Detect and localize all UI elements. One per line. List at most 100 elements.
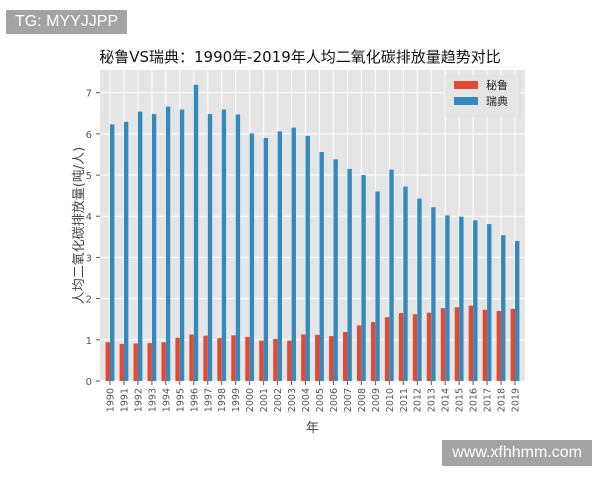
legend-label-peru: 秘鲁 xyxy=(486,78,508,92)
bar-peru-1995 xyxy=(175,337,180,381)
bar-peru-2015 xyxy=(454,307,460,381)
bar-sweden-2001 xyxy=(263,137,269,381)
bar-sweden-2004 xyxy=(305,135,310,381)
y-tick-label: 2 xyxy=(86,295,92,306)
bar-sweden-2003 xyxy=(291,127,296,381)
x-tick-label: 2006 xyxy=(329,388,340,412)
bar-peru-2003 xyxy=(287,340,292,381)
bar-sweden-2008 xyxy=(361,175,366,381)
bar-sweden-2012 xyxy=(417,198,422,381)
bar-peru-1993 xyxy=(147,343,152,381)
x-tick-label: 1998 xyxy=(217,388,228,412)
x-tick-label: 2013 xyxy=(427,388,438,412)
x-tick-label: 2014 xyxy=(441,388,452,412)
bar-peru-1998 xyxy=(217,338,222,381)
bar-peru-2012 xyxy=(412,314,418,381)
bar-peru-2007 xyxy=(343,331,348,381)
bar-sweden-1996 xyxy=(193,84,199,382)
y-tick-label: 0 xyxy=(86,377,92,388)
bar-sweden-2011 xyxy=(403,186,408,381)
plot-area xyxy=(100,70,525,381)
x-tick-label: 2017 xyxy=(483,388,494,412)
bar-peru-2019 xyxy=(510,308,515,381)
x-tick-label: 1996 xyxy=(189,388,200,412)
bar-sweden-1992 xyxy=(137,111,143,381)
bar-peru-2006 xyxy=(329,336,334,381)
x-tick-label: 1990 xyxy=(106,388,117,412)
x-tick-label: 2001 xyxy=(259,388,270,412)
bar-peru-2000 xyxy=(245,336,250,381)
bar-peru-2001 xyxy=(259,340,264,381)
x-tick-label: 2002 xyxy=(273,388,284,412)
bar-peru-2002 xyxy=(273,338,278,381)
x-tick-label: 1995 xyxy=(175,388,186,412)
bar-sweden-2000 xyxy=(249,133,255,381)
bar-peru-2010 xyxy=(384,317,390,381)
bar-peru-1991 xyxy=(119,343,124,381)
bar-sweden-2014 xyxy=(445,215,450,381)
x-tick-label: 1994 xyxy=(161,388,172,412)
bar-peru-2017 xyxy=(482,309,488,381)
bar-sweden-2017 xyxy=(487,224,492,381)
bar-sweden-2015 xyxy=(459,216,464,381)
bar-peru-2009 xyxy=(370,322,376,381)
bar-peru-1994 xyxy=(161,342,166,381)
bar-sweden-2016 xyxy=(473,220,478,381)
y-tick-label: 1 xyxy=(86,336,92,347)
bar-peru-1990 xyxy=(105,342,110,381)
x-tick-label: 2009 xyxy=(371,388,382,412)
bar-sweden-1997 xyxy=(207,114,213,381)
bar-sweden-2019 xyxy=(515,240,520,381)
bar-sweden-2002 xyxy=(277,131,282,381)
bar-sweden-1991 xyxy=(123,121,129,382)
x-tick-label: 2011 xyxy=(399,388,410,412)
y-tick-label: 6 xyxy=(86,130,92,141)
bar-peru-2005 xyxy=(315,334,320,381)
x-tick-label: 2008 xyxy=(357,388,368,412)
x-tick-label: 1991 xyxy=(119,388,130,412)
bar-sweden-2009 xyxy=(375,191,380,381)
bar-peru-2018 xyxy=(496,310,502,381)
bar-peru-2011 xyxy=(398,313,404,381)
bar-peru-1992 xyxy=(133,343,138,381)
watermark-top-left: TG: MYYJJPP xyxy=(6,10,128,34)
y-tick-label: 7 xyxy=(86,89,92,100)
bar-peru-2016 xyxy=(468,305,474,381)
bar-sweden-1994 xyxy=(165,106,171,382)
x-axis-label: 年 xyxy=(306,421,319,436)
x-tick-label: 1993 xyxy=(147,388,158,412)
bar-sweden-2005 xyxy=(319,151,324,381)
legend-swatch-sweden xyxy=(454,97,478,105)
bar-sweden-2006 xyxy=(333,159,338,381)
x-tick-label: 2004 xyxy=(301,388,312,412)
x-tick-label: 2019 xyxy=(511,388,522,412)
bar-sweden-1998 xyxy=(221,109,227,381)
x-tick-label: 2016 xyxy=(469,388,480,412)
bar-peru-1997 xyxy=(203,335,208,381)
x-tick-label: 1992 xyxy=(133,388,144,412)
bar-sweden-2018 xyxy=(501,235,506,381)
legend-swatch-peru xyxy=(454,81,478,89)
bar-peru-2013 xyxy=(426,312,432,381)
y-tick-label: 4 xyxy=(86,212,92,223)
bar-sweden-2007 xyxy=(347,168,352,381)
bar-peru-1996 xyxy=(189,334,194,381)
x-tick-label: 2000 xyxy=(245,388,256,412)
legend-label-sweden: 瑞典 xyxy=(486,94,508,108)
bar-sweden-2010 xyxy=(389,169,394,381)
bar-sweden-2013 xyxy=(431,207,436,381)
x-tick-label: 2012 xyxy=(413,388,424,412)
bar-sweden-1999 xyxy=(235,114,241,381)
watermark-bottom-right: www.xfhhmm.com xyxy=(442,440,592,466)
bar-sweden-1990 xyxy=(110,124,115,382)
x-tick-label: 1997 xyxy=(203,388,214,412)
y-tick-label: 3 xyxy=(86,253,92,264)
x-tick-label: 2003 xyxy=(287,388,298,412)
x-tick-label: 1999 xyxy=(231,388,242,412)
y-tick-label: 5 xyxy=(86,171,92,182)
x-tick-label: 2010 xyxy=(385,388,396,412)
chart-title: 秘鲁VS瑞典：1990年-2019年人均二氧化碳排放量趋势对比 xyxy=(99,48,501,66)
x-tick-label: 2018 xyxy=(497,388,508,412)
bar-peru-2014 xyxy=(440,308,446,381)
